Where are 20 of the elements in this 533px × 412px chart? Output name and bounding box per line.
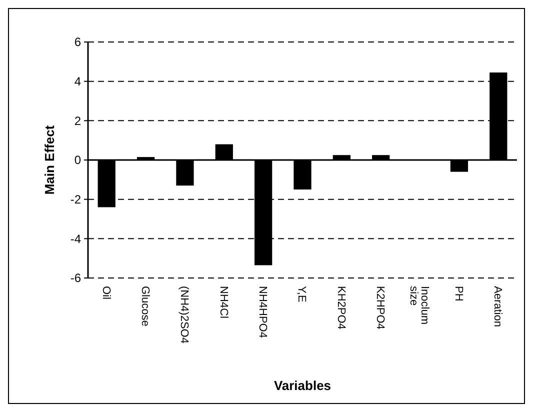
x-tick-label: NH4HPO4 xyxy=(256,286,268,338)
y-tick-label: -2 xyxy=(70,192,82,207)
y-tick-label: 6 xyxy=(74,35,82,50)
x-axis-title: Variables xyxy=(274,378,332,393)
x-tick-label: NH4Cl xyxy=(217,286,230,318)
x-tick-label: Glucose xyxy=(138,286,151,326)
y-tick-label: 2 xyxy=(74,114,82,128)
x-tick-label: PH xyxy=(452,286,464,302)
y-axis-title: Main Effect xyxy=(42,124,57,195)
x-tick-label: (NH4)2SO4 xyxy=(178,286,190,344)
x-tick-label: K2HPO4 xyxy=(374,286,386,330)
y-tick-label: 0 xyxy=(74,153,82,168)
y-tick-label: -6 xyxy=(70,271,82,286)
y-tick-label: -4 xyxy=(70,232,82,246)
x-tick-label: Y,E xyxy=(296,286,308,302)
x-tick-label: KH2PO4 xyxy=(334,286,347,330)
x-tick-label: Inoclum size xyxy=(408,286,431,325)
x-tick-label: Oil xyxy=(100,286,112,300)
x-tick-label: Aeration xyxy=(492,286,504,327)
y-tick-label: 4 xyxy=(74,74,82,89)
